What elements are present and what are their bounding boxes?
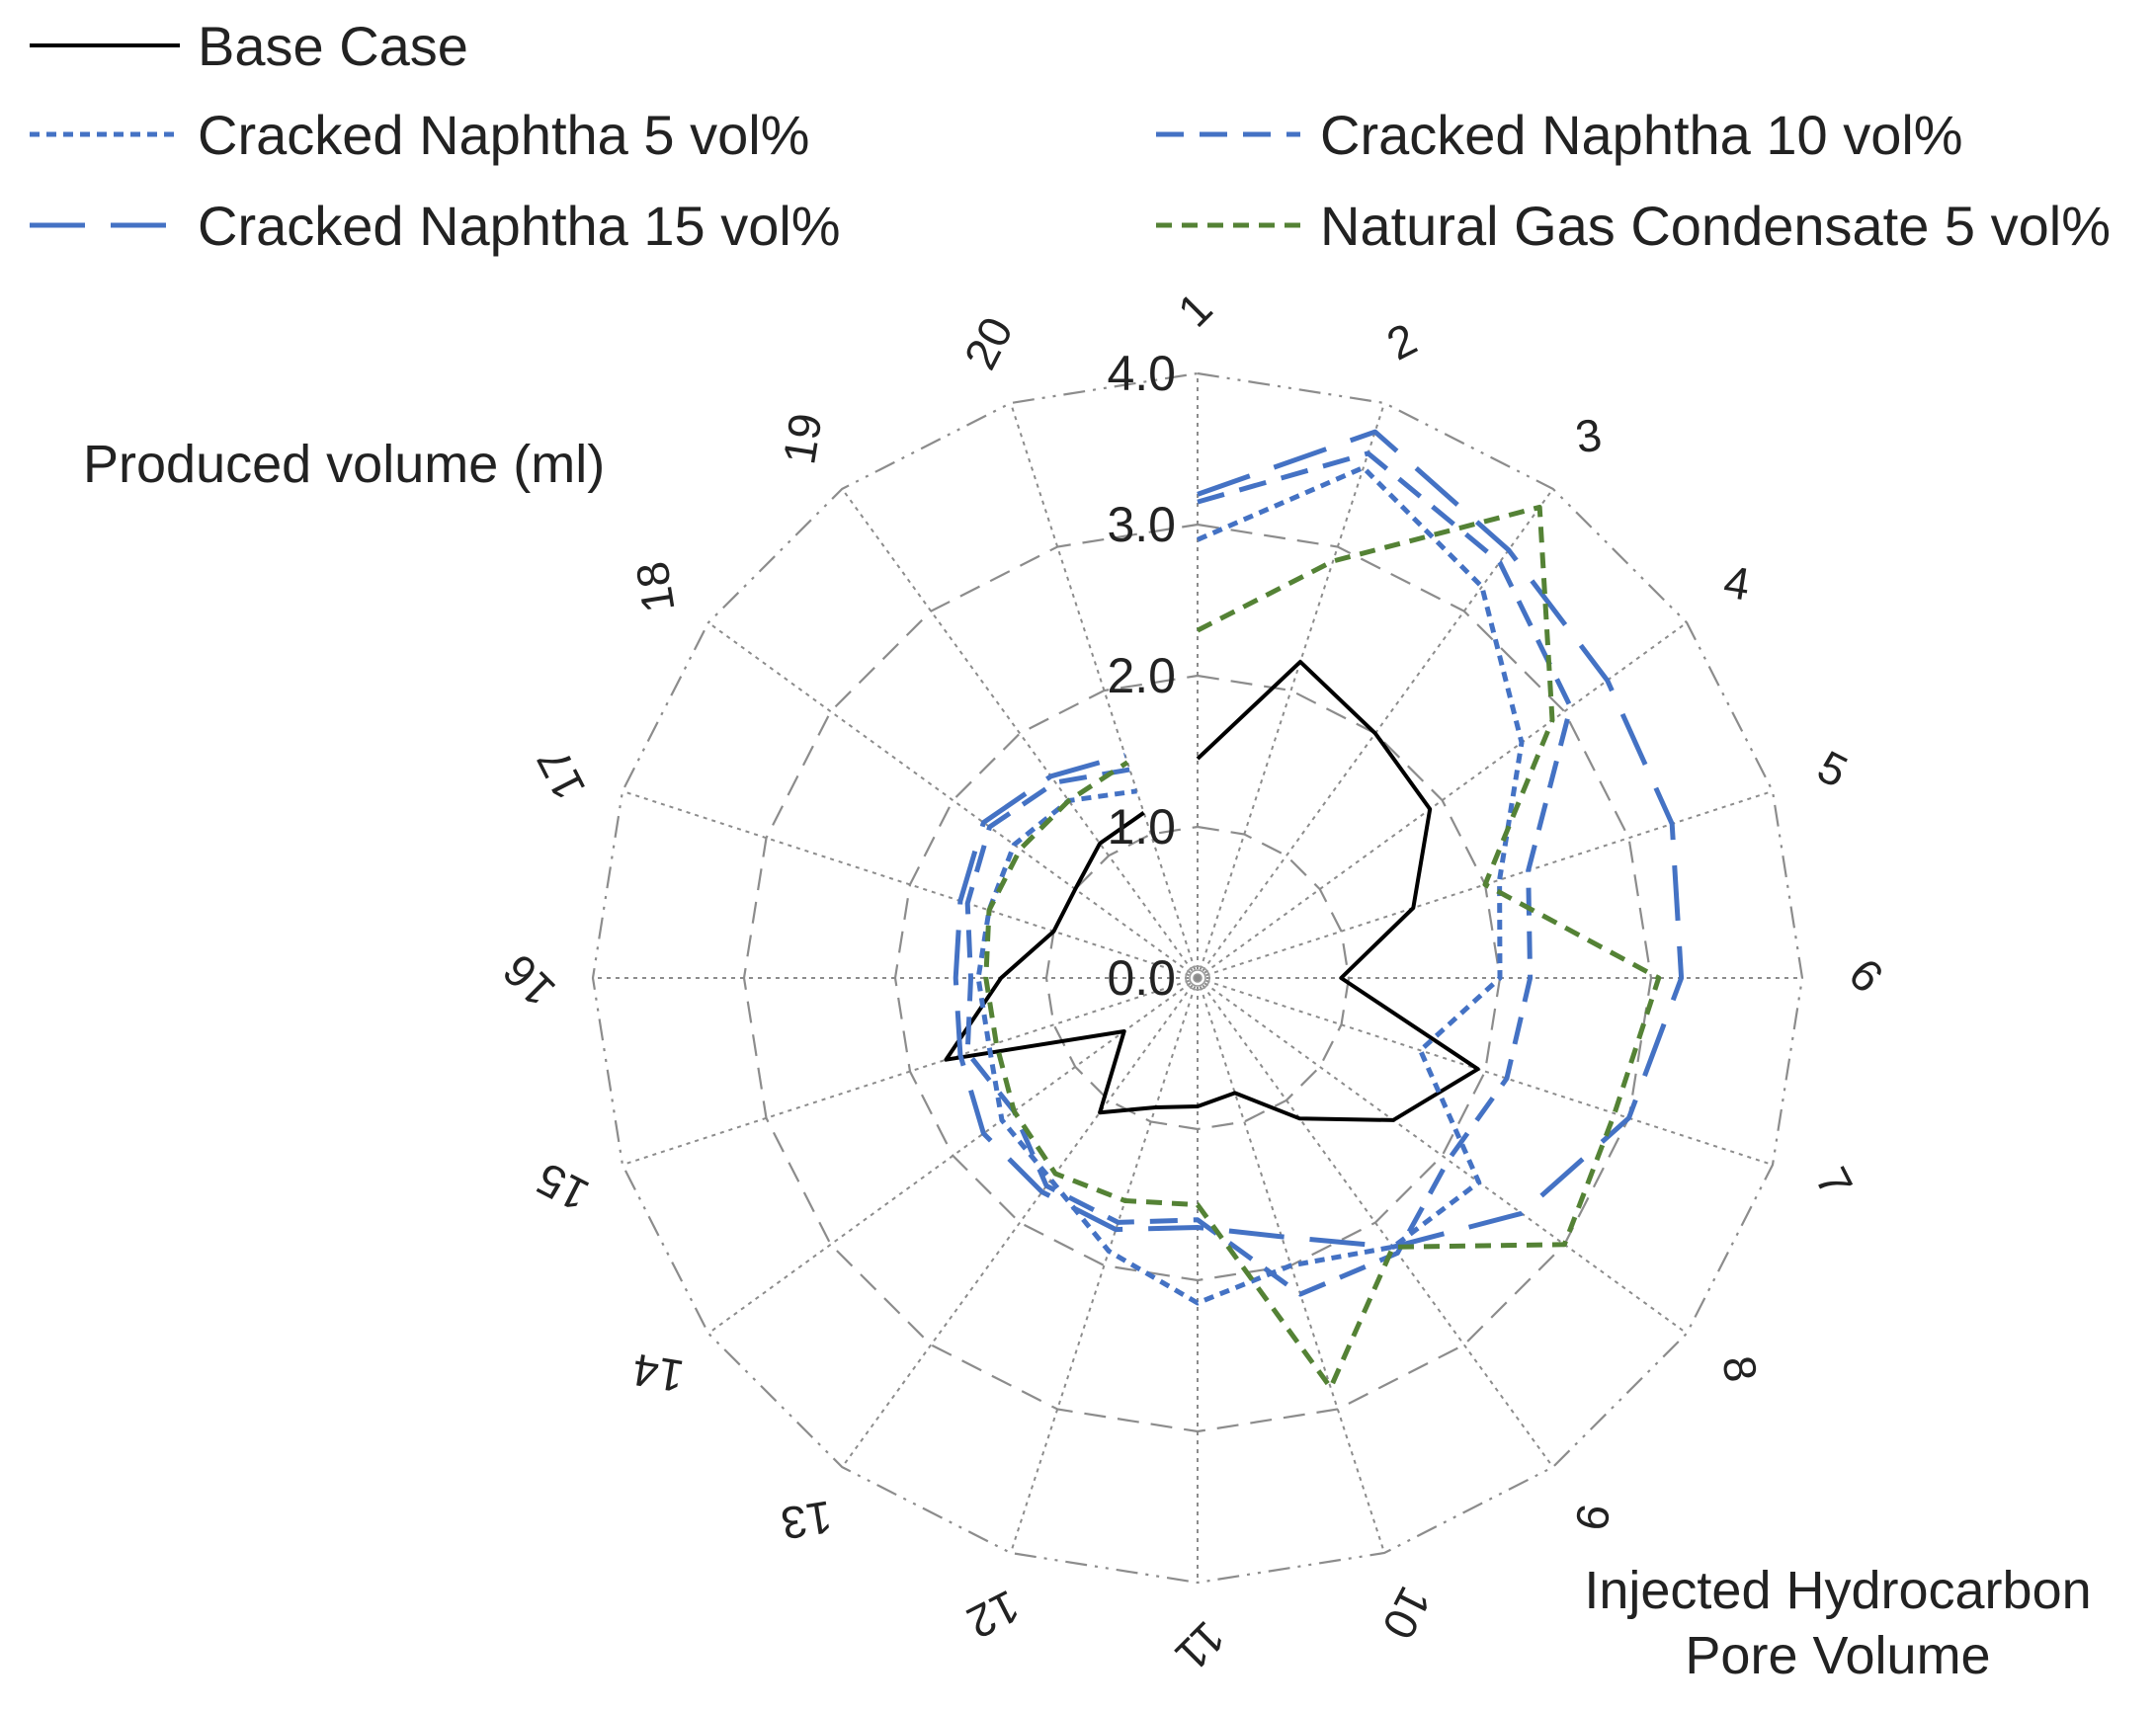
series-line-2	[975, 464, 1525, 1306]
grid-layer	[591, 371, 1804, 1585]
category-label-6: 6	[1839, 948, 1893, 1003]
radial-tick-label: 3.0	[1107, 497, 1176, 552]
series-line-4	[953, 429, 1685, 1250]
spoke-10	[1197, 977, 1386, 1554]
category-label-18: 18	[625, 558, 684, 616]
category-label-12: 12	[959, 1581, 1028, 1650]
category-label-7: 7	[1805, 1159, 1863, 1204]
category-label-17: 17	[527, 740, 596, 808]
spoke-20	[1009, 402, 1199, 979]
category-label-11: 11	[1165, 1611, 1235, 1681]
category-label-5: 5	[1810, 740, 1856, 797]
center-ring	[1193, 973, 1202, 983]
spoke-2	[1197, 402, 1386, 979]
spoke-17	[622, 789, 1199, 979]
spoke-18	[707, 621, 1199, 979]
category-label-16: 16	[493, 944, 565, 1017]
category-label-20: 20	[954, 309, 1023, 377]
radial-tick-label: 4.0	[1107, 346, 1176, 401]
legend: Base Case Cracked Naphtha 5 vol% Cracked N…	[30, 15, 2111, 257]
radial-tick-label: 1.0	[1107, 799, 1176, 855]
category-label-8: 8	[1712, 1352, 1767, 1385]
category-label-1: 1	[1168, 283, 1222, 337]
legend-label-3: Cracked Naphtha 10 vol%	[1320, 104, 1963, 166]
spoke-12	[1009, 977, 1199, 1554]
radial-tick-label: 2.0	[1107, 648, 1176, 703]
legend-label-2: Cracked Naphtha 5 vol%	[198, 104, 809, 166]
legend-label-5: Natural Gas Condensate 5 vol%	[1320, 195, 2111, 257]
center-ring	[1185, 965, 1210, 991]
category-label-14: 14	[629, 1344, 688, 1402]
x-axis-title-line-1: Injected Hydrocarbon	[1584, 1561, 2091, 1620]
spoke-3	[1197, 488, 1554, 979]
category-label-10: 10	[1372, 1579, 1442, 1647]
category-label-19: 19	[773, 410, 831, 468]
spoke-15	[622, 977, 1199, 1167]
grid-ring-4	[591, 371, 1804, 1585]
spoke-14	[707, 977, 1199, 1335]
y-axis-title: Produced volume (ml)	[83, 435, 605, 494]
series-line-5	[983, 504, 1662, 1391]
spoke-7	[1197, 977, 1774, 1167]
spoke-5	[1197, 789, 1774, 979]
legend-label-1: Base Case	[198, 15, 468, 77]
category-label-15: 15	[529, 1153, 597, 1222]
center-ring	[1189, 969, 1206, 987]
category-label-9: 9	[1565, 1501, 1619, 1533]
spoke-19	[841, 488, 1199, 979]
category-label-13: 13	[778, 1491, 836, 1549]
category-label-2: 2	[1378, 313, 1424, 370]
series-line-3	[964, 450, 1573, 1297]
spoke-13	[841, 977, 1199, 1468]
category-label-3: 3	[1572, 408, 1605, 462]
legend-label-4: Cracked Naphtha 15 vol%	[198, 195, 841, 257]
x-axis-title-line-2: Pore Volume	[1685, 1626, 1990, 1685]
spoke-8	[1197, 977, 1688, 1335]
category-label-4: 4	[1720, 555, 1753, 610]
series-line-1	[944, 659, 1480, 1122]
radial-tick-label: 0.0	[1107, 950, 1176, 1006]
spoke-4	[1197, 621, 1688, 979]
series-layer	[944, 429, 1685, 1391]
label-layer: 0.01.02.03.04.01234567891011121314151617…	[83, 283, 2092, 1685]
spoke-9	[1197, 977, 1554, 1468]
